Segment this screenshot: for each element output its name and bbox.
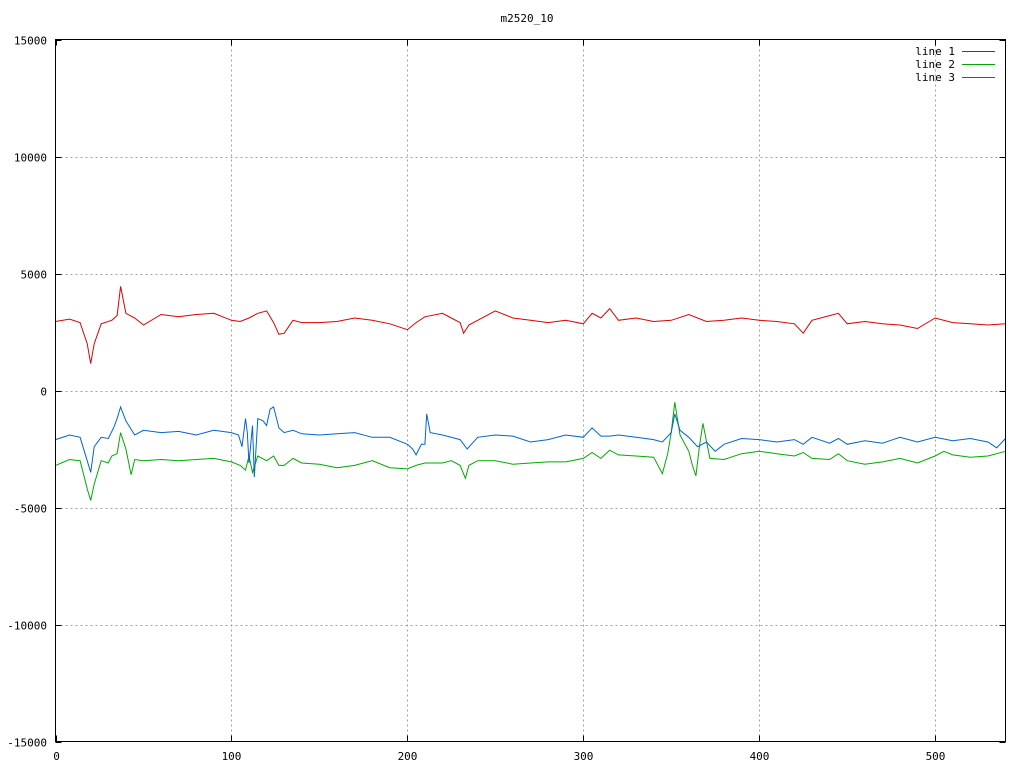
x-tick-label: 400 [750, 750, 770, 763]
plot-frame [55, 39, 1006, 742]
y-tick-label: -10000 [7, 620, 47, 633]
y-tick-label: 10000 [14, 152, 47, 165]
legend-label: line 3 [915, 71, 955, 84]
series-line-2 [55, 402, 1006, 501]
chart-title: m2520_10 [501, 12, 554, 25]
series-line-3 [55, 405, 1006, 478]
legend-label: line 1 [915, 45, 955, 58]
grid [55, 39, 1006, 742]
y-tick-label: -5000 [14, 503, 47, 516]
legend-label: line 2 [915, 58, 955, 71]
x-tick-label: 300 [574, 750, 594, 763]
y-tick-label: 0 [40, 386, 47, 399]
y-tick-label: 15000 [14, 35, 47, 48]
series-layer [55, 286, 1006, 501]
x-tick-label: 500 [926, 750, 946, 763]
y-tick-label: 5000 [21, 269, 48, 282]
series-line-1 [55, 286, 1006, 364]
x-tick-label: 0 [53, 750, 60, 763]
ticks: -15000 -10000 -5000 0 5000 10000 15000 0 100 200 3… [7, 35, 1006, 763]
x-tick-label: 200 [398, 750, 418, 763]
y-tick-label: -15000 [7, 737, 47, 750]
x-tick-label: 100 [222, 750, 242, 763]
